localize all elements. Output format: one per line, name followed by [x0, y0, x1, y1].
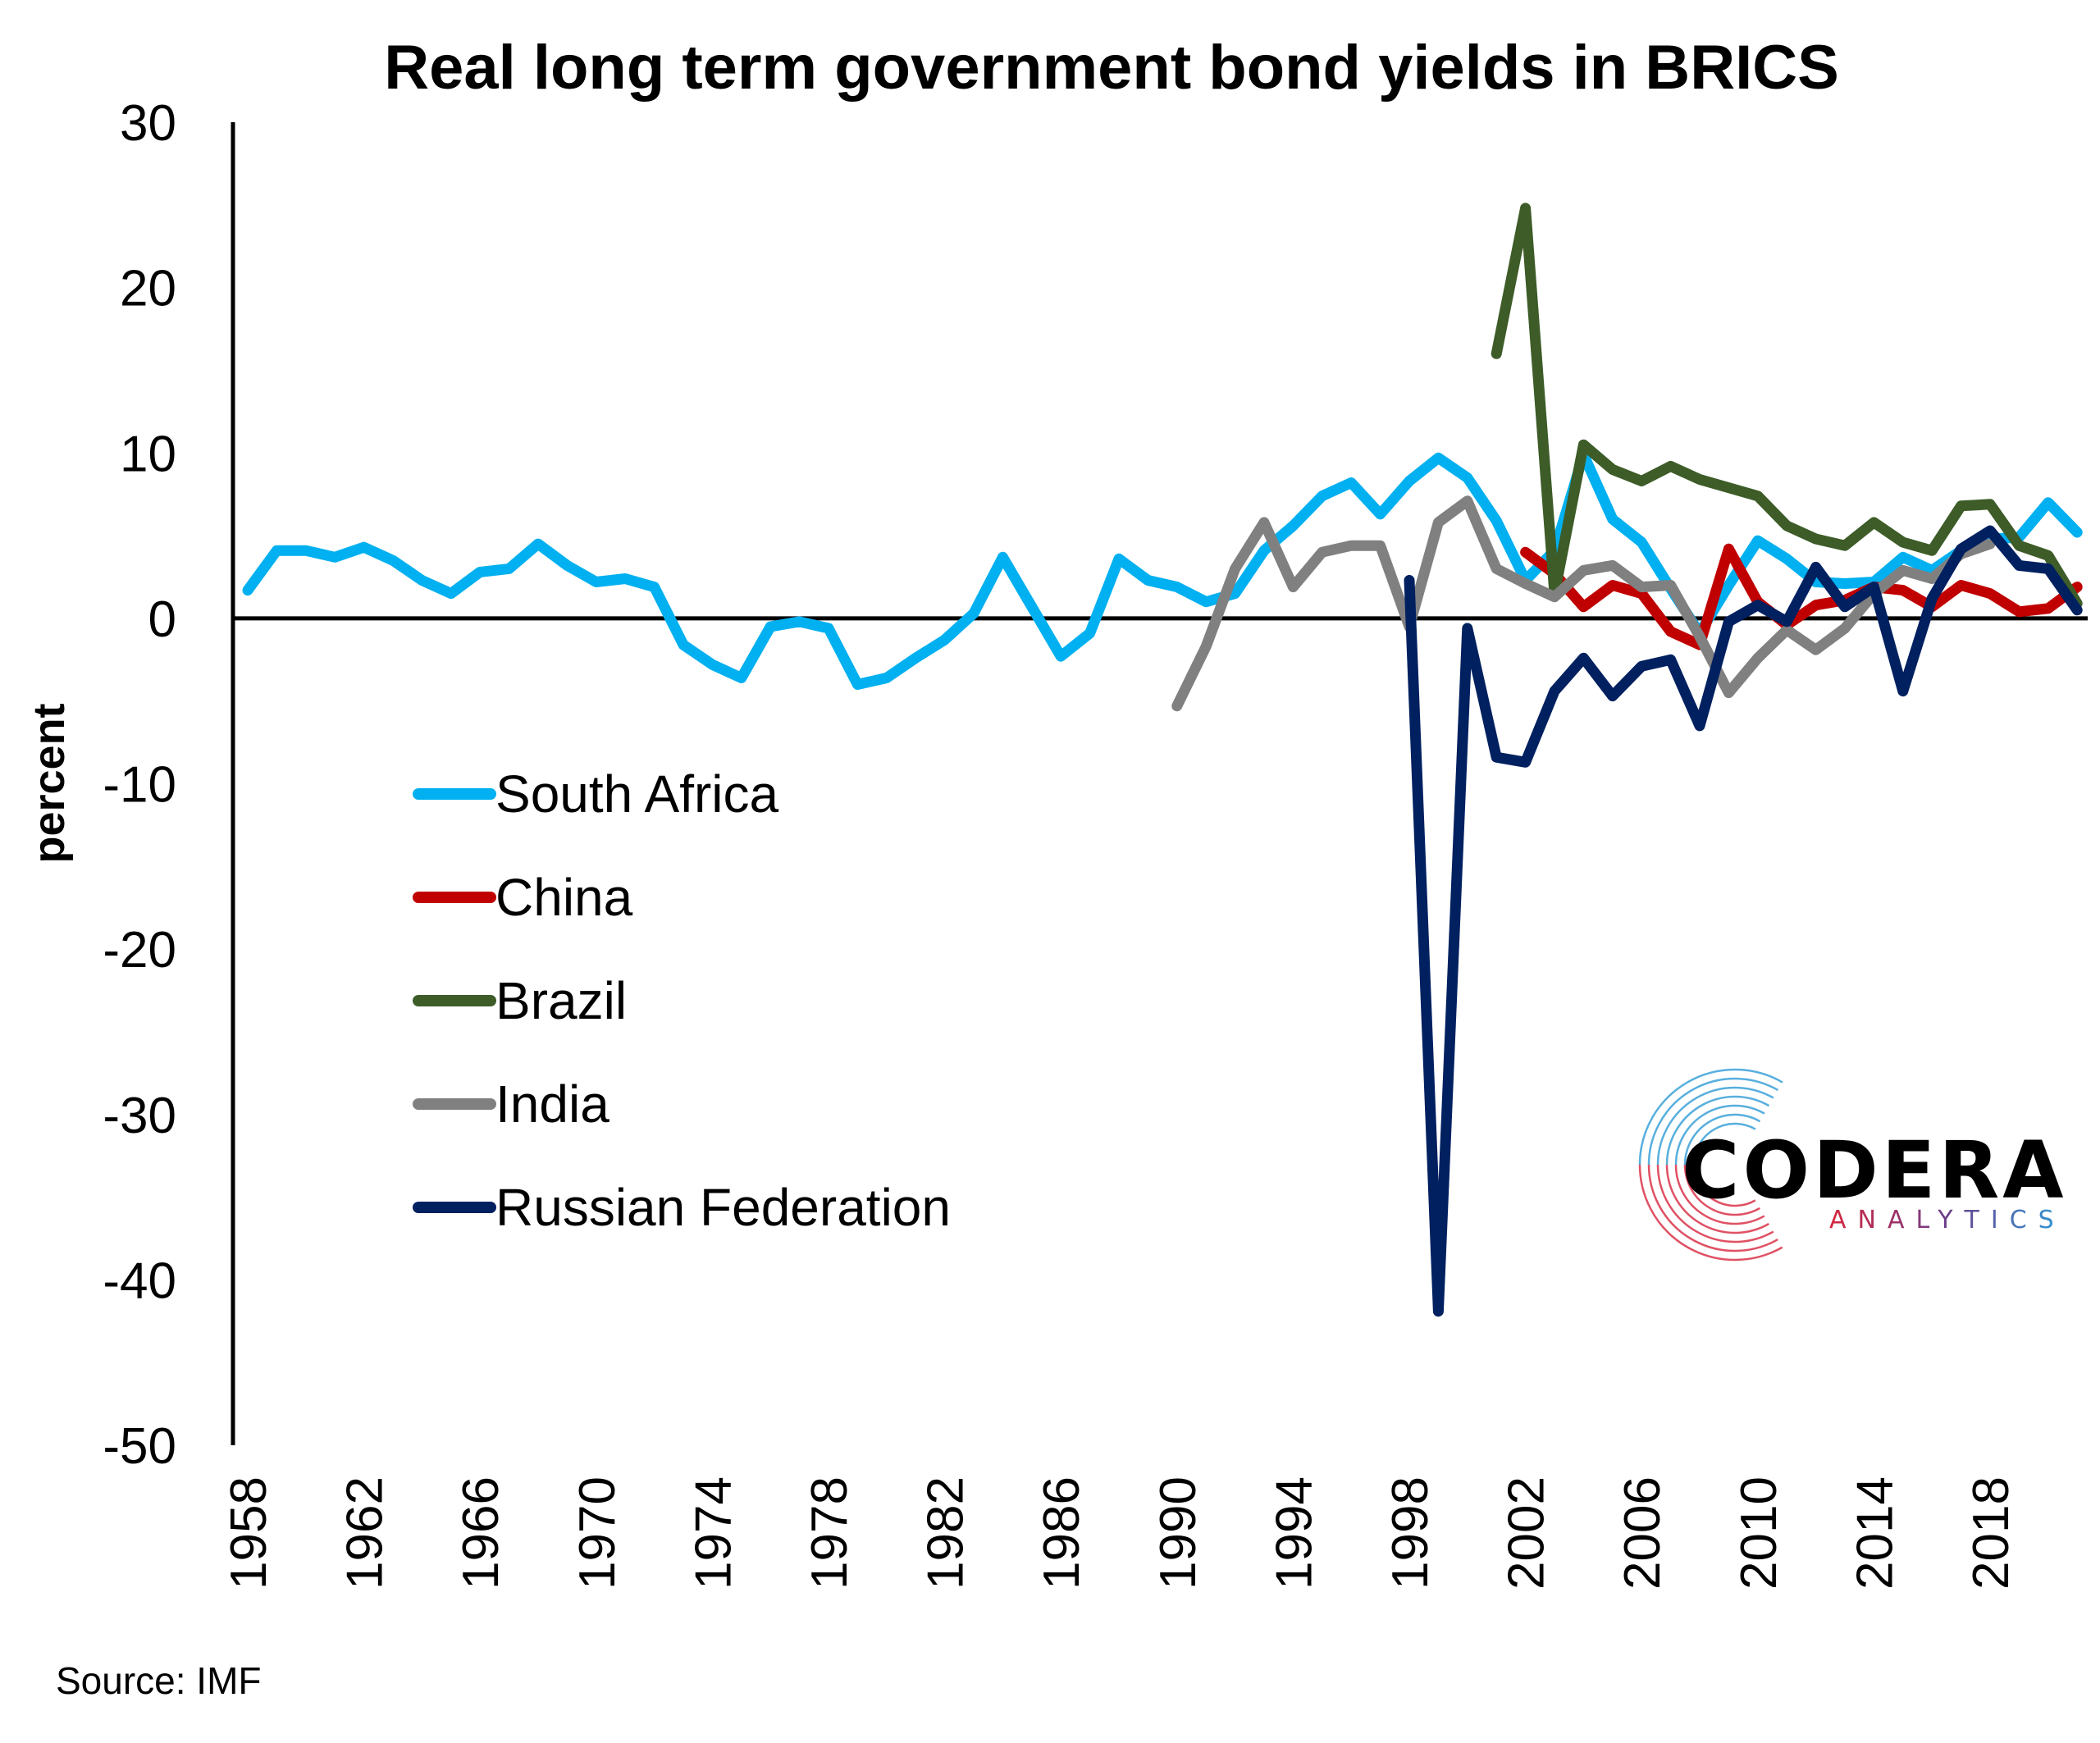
series-line-china	[1520, 543, 2083, 650]
legend-label-china: China	[495, 868, 633, 927]
logo-arc	[1692, 1122, 1756, 1166]
y-axis-label: percent	[25, 703, 74, 863]
logo-circuit-icon	[1638, 1068, 1783, 1262]
x-tick-label: 2018	[1963, 1476, 2020, 1590]
y-tick-label: -20	[103, 922, 176, 979]
y-tick-label: -30	[103, 1088, 176, 1144]
x-tick-label: 2014	[1847, 1476, 1903, 1590]
series-line-south-africa	[242, 449, 2083, 690]
logo-arc	[1647, 1077, 1779, 1166]
x-axis-ticks: 1958 1962 1966 1970 1974 1978 1982 1986 1990 1994…	[221, 1476, 2020, 1590]
series-line-brazil	[1491, 203, 2083, 609]
x-tick-label: 1970	[569, 1476, 626, 1590]
legend-label-russian-federation: Russian Federation	[495, 1178, 951, 1237]
legend-label-brazil: Brazil	[495, 971, 627, 1030]
y-tick-label: 10	[120, 426, 176, 482]
x-tick-label: 2002	[1499, 1476, 1555, 1590]
codera-logo: CODERA ANALYTICS	[1638, 1068, 2067, 1262]
chart-title: Real long term government bond yields in…	[384, 33, 1839, 103]
x-tick-label: 2006	[1614, 1476, 1671, 1590]
legend: South Africa China Brazil India Russian Fede…	[413, 764, 951, 1237]
logo-arc	[1665, 1095, 1770, 1166]
y-tick-label: 20	[120, 261, 176, 317]
x-tick-label: 1990	[1150, 1476, 1207, 1590]
x-tick-label: 1966	[453, 1476, 509, 1590]
x-tick-label: 1994	[1266, 1476, 1322, 1590]
x-tick-label: 1986	[1034, 1476, 1090, 1590]
logo-arc	[1674, 1164, 1765, 1225]
x-tick-label: 1974	[685, 1476, 742, 1590]
logo-arc	[1638, 1068, 1783, 1166]
series-line-india	[1171, 495, 1996, 712]
logo-arc	[1692, 1164, 1756, 1207]
y-tick-label: -50	[103, 1418, 176, 1475]
logo-arc	[1683, 1113, 1761, 1166]
logo-arc	[1647, 1164, 1778, 1252]
logo-arc	[1656, 1164, 1774, 1243]
logo-name: CODERA	[1682, 1125, 2067, 1216]
y-axis-ticks: 30 20 10 0 -10 -20 -30 -40 -50	[103, 95, 176, 1475]
y-tick-label: 30	[120, 95, 176, 152]
x-tick-label: 1962	[337, 1476, 394, 1590]
x-tick-label: 1998	[1382, 1476, 1439, 1590]
legend-label-south-africa: South Africa	[495, 764, 779, 824]
logo-arc	[1656, 1086, 1774, 1166]
source-note: Source: IMF	[56, 1659, 262, 1702]
x-tick-label: 1982	[918, 1476, 975, 1590]
series-line-russian-federation	[1404, 525, 2083, 1317]
x-tick-label: 2010	[1731, 1476, 1787, 1590]
y-tick-label: 0	[148, 591, 176, 648]
logo-arc	[1665, 1164, 1769, 1234]
series-group	[242, 203, 2083, 1317]
y-tick-label: -40	[103, 1252, 176, 1309]
legend-label-india: India	[495, 1075, 609, 1134]
x-tick-label: 1978	[801, 1476, 858, 1590]
y-tick-label: -10	[103, 757, 176, 814]
logo-arc	[1638, 1164, 1783, 1262]
x-tick-label: 1958	[221, 1476, 277, 1590]
logo-arc	[1674, 1104, 1765, 1166]
logo-arc	[1683, 1164, 1760, 1216]
logo-subtitle: ANALYTICS	[1829, 1206, 2066, 1234]
